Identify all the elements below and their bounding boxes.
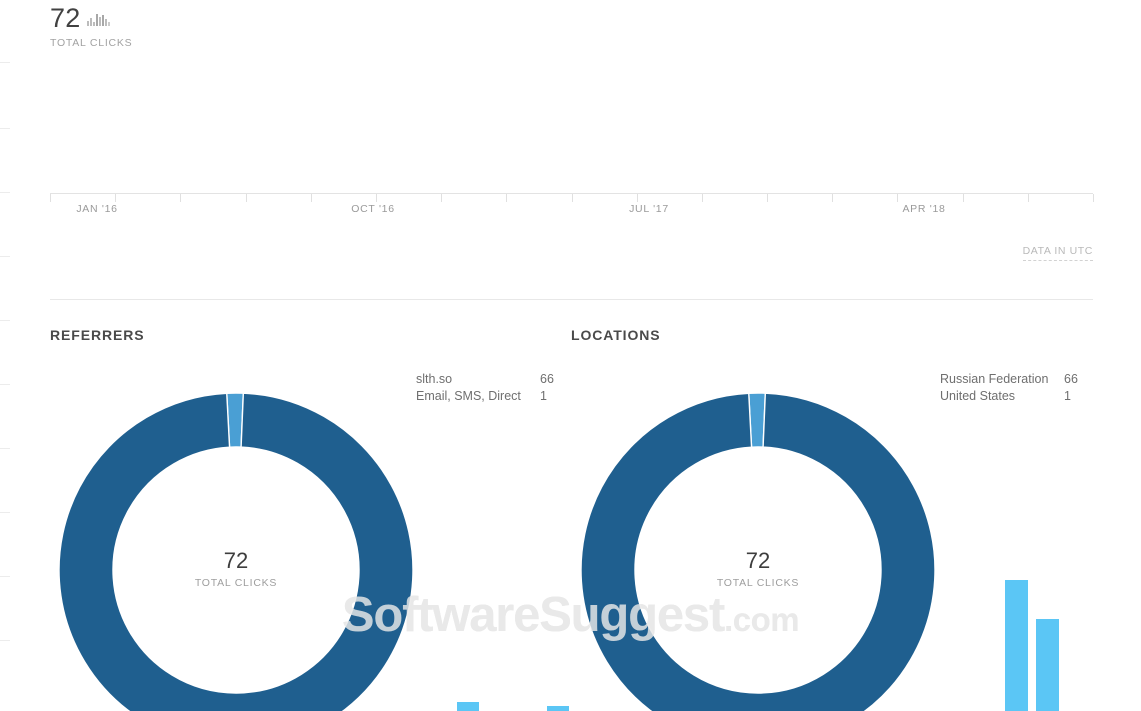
section-divider <box>50 299 1093 300</box>
referrers-donut-svg <box>58 392 414 711</box>
referrers-title: REFERRERS <box>50 327 145 343</box>
list-item[interactable]: Email, SMS, Direct 1 <box>416 388 554 405</box>
donut-segment[interactable] <box>58 392 414 711</box>
locations-donut-svg <box>580 392 936 711</box>
referrers-panel: REFERRERS <box>50 327 144 343</box>
locations-legend: Russian Federation 66 United States 1 <box>940 371 1078 405</box>
legend-name: Email, SMS, Direct <box>416 389 521 403</box>
clicks-bar-chart <box>50 568 1093 711</box>
axis-tick <box>897 194 898 202</box>
list-item[interactable]: slth.so 66 <box>416 371 554 388</box>
locations-donut-chart[interactable] <box>580 392 936 711</box>
locations-title: LOCATIONS <box>571 327 661 343</box>
bar-chart-sparkline-icon <box>87 14 111 26</box>
chart-bar[interactable] <box>547 706 569 711</box>
legend-value: 66 <box>540 372 554 386</box>
axis-tick <box>246 194 247 202</box>
axis-tick-label: APR '18 <box>902 203 946 215</box>
edge-artifact <box>0 640 10 641</box>
total-clicks-label: TOTAL CLICKS <box>50 37 133 49</box>
data-in-utc-note[interactable]: DATA IN UTC <box>1022 245 1093 261</box>
axis-tick <box>180 194 181 202</box>
legend-value: 66 <box>1064 372 1078 386</box>
legend-name: United States <box>940 389 1016 403</box>
axis-tick <box>767 194 768 202</box>
axis-tick <box>376 194 377 202</box>
axis-tick-label: JUL '17 <box>629 203 669 215</box>
chart-axis-line <box>50 193 1093 194</box>
axis-tick <box>963 194 964 202</box>
edge-artifact <box>0 62 10 63</box>
edge-artifact <box>0 448 10 449</box>
edge-artifact <box>0 256 10 257</box>
axis-tick <box>572 194 573 202</box>
axis-tick-label: OCT '16 <box>351 203 395 215</box>
donut-segment[interactable] <box>580 392 936 711</box>
chart-bar[interactable] <box>1036 619 1059 711</box>
edge-artifact <box>0 320 10 321</box>
axis-tick <box>311 194 312 202</box>
total-clicks-value: 72 <box>50 3 81 33</box>
axis-tick <box>1093 194 1094 202</box>
edge-artifact <box>0 576 10 577</box>
axis-tick <box>506 194 507 202</box>
edge-artifact <box>0 512 10 513</box>
list-item[interactable]: United States 1 <box>940 388 1078 405</box>
axis-tick <box>1028 194 1029 202</box>
edge-artifact <box>0 192 10 193</box>
axis-tick <box>637 194 638 202</box>
axis-tick <box>832 194 833 202</box>
axis-tick <box>115 194 116 202</box>
axis-tick <box>441 194 442 202</box>
legend-name: Russian Federation <box>940 372 1049 386</box>
chart-bar[interactable] <box>457 702 479 711</box>
total-clicks-summary: 72 TOTAL CLICKS <box>50 3 132 49</box>
referrers-legend: slth.so 66 Email, SMS, Direct 1 <box>416 371 554 405</box>
legend-name: slth.so <box>416 372 453 386</box>
chart-bar[interactable] <box>1005 580 1028 711</box>
referrers-donut-chart[interactable] <box>58 392 414 711</box>
legend-value: 1 <box>540 389 547 403</box>
edge-artifact <box>0 384 10 385</box>
axis-tick <box>702 194 703 202</box>
legend-value: 1 <box>1064 389 1071 403</box>
list-item[interactable]: Russian Federation 66 <box>940 371 1078 388</box>
locations-panel: LOCATIONS <box>571 327 661 343</box>
edge-artifact <box>0 128 10 129</box>
axis-tick-label: JAN '16 <box>76 203 118 215</box>
axis-tick <box>50 194 51 202</box>
